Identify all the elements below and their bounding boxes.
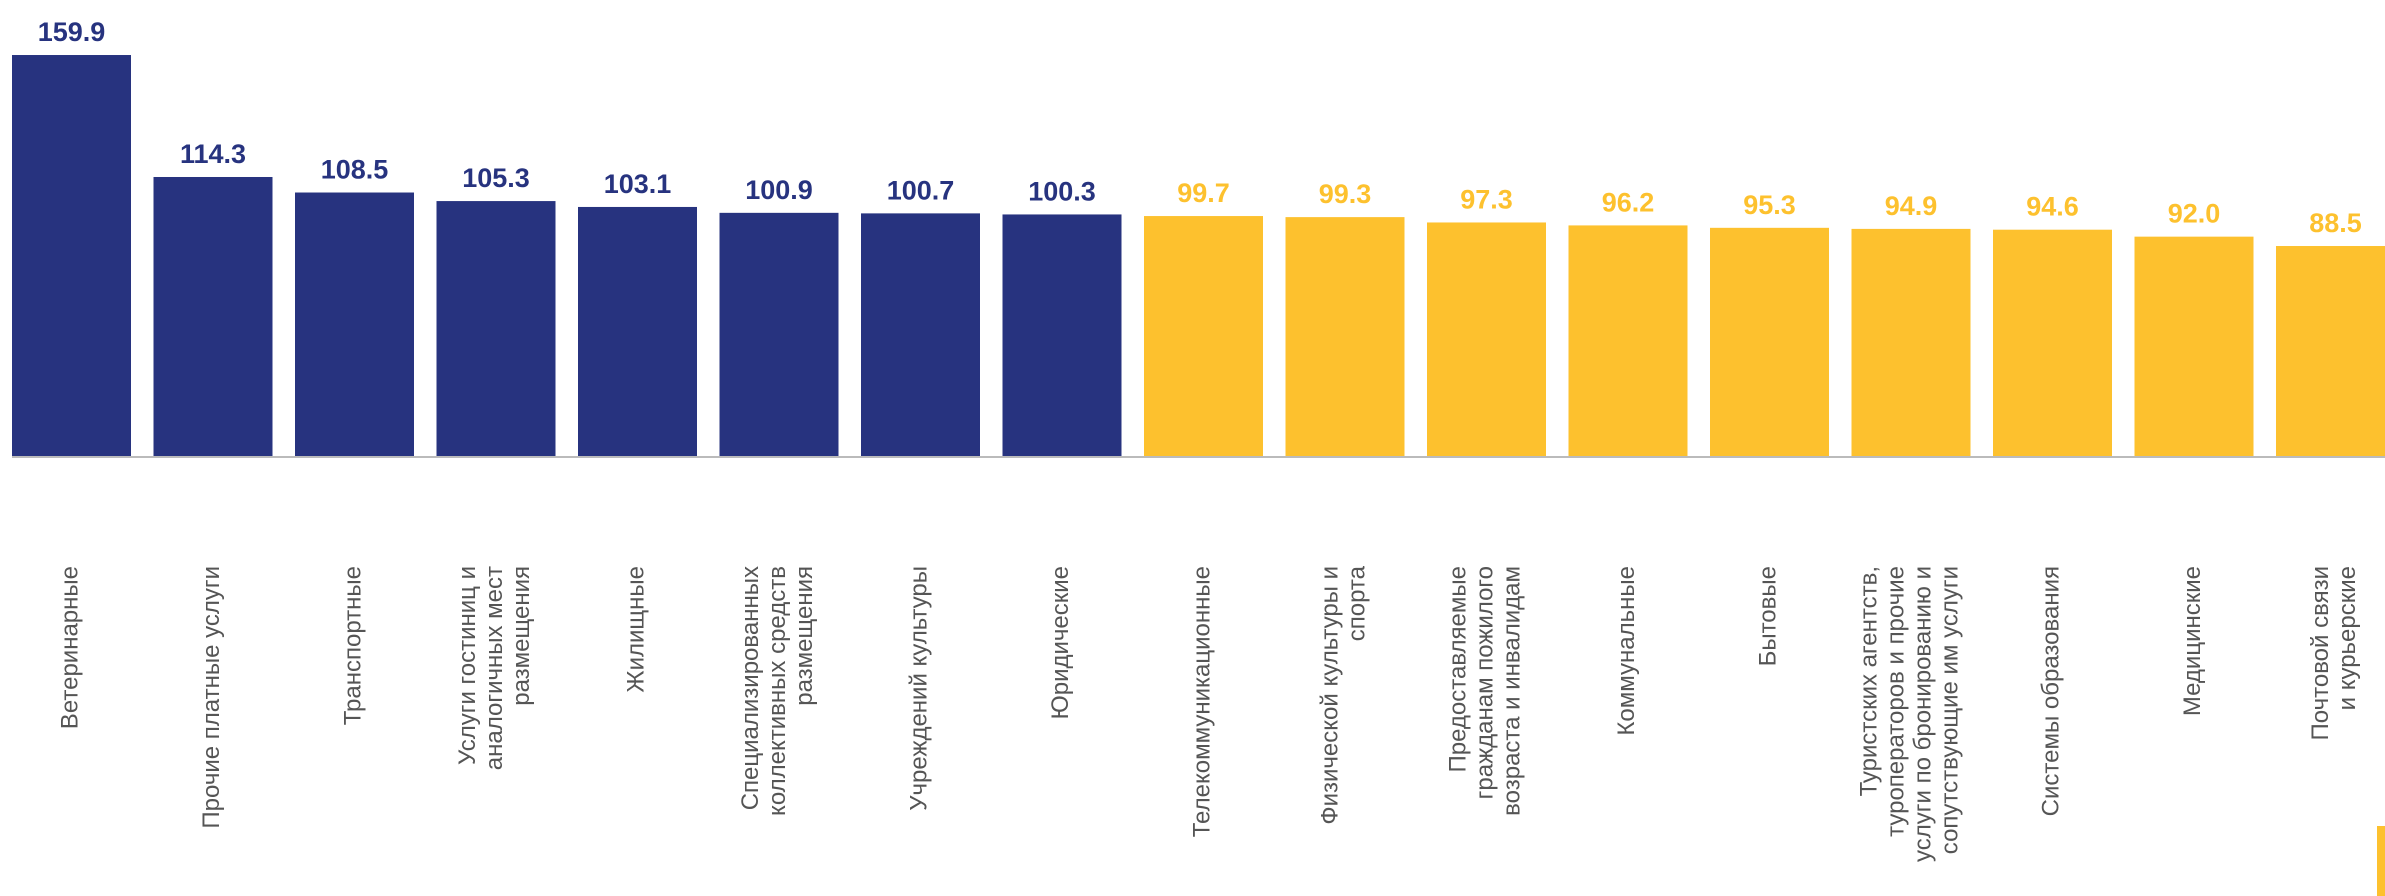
value-label: 105.3 [462,163,530,193]
value-label: 114.3 [180,139,246,169]
x-tick-label: Прочие платные услуги [198,566,225,829]
value-label: 159.9 [38,17,106,47]
value-label: 100.9 [745,175,813,205]
value-label: 103.1 [604,169,672,199]
bar [1710,227,1829,456]
bar [436,201,556,456]
x-tick-label: Почтовой связии курьерские [2307,566,2361,740]
value-label: 97.3 [1460,184,1513,214]
x-tick-label: Медицинские [2179,566,2206,716]
bar [1285,217,1405,456]
x-tick-label: Туристских агентств,туроператоров и проч… [1856,566,1964,862]
bar [2276,246,2385,456]
x-tick-label: Телекоммуникационные [1189,566,1216,837]
bar [1427,222,1546,456]
value-label: 94.9 [1885,191,1938,221]
value-label: 92.0 [2168,199,2221,229]
x-tick-label: Ветеринарные [57,566,84,729]
bar [578,206,697,456]
value-label: 100.7 [887,175,955,205]
value-label: 100.3 [1028,176,1096,206]
bar [1002,214,1122,456]
x-tick-label: Бытовые [1755,566,1782,666]
bar [153,176,273,456]
corner-accent [2377,826,2385,896]
bar [861,213,980,456]
bar [295,192,414,456]
value-label: 94.6 [2026,192,2079,222]
bar [2134,236,2254,456]
x-tick-label: Специализированныхколлективных средствра… [737,566,818,816]
value-label: 95.3 [1743,190,1796,220]
x-tick-label: Юридические [1047,566,1074,720]
value-label: 88.5 [2309,208,2362,238]
x-tick-label: Физической культуры испорта [1317,565,1371,824]
value-label: 96.2 [1602,187,1655,217]
value-label: 108.5 [321,155,389,185]
x-tick-label: Системы образования [2038,566,2065,816]
x-tick-label: Коммунальные [1613,566,1640,736]
bar [1144,216,1263,456]
bar [1993,229,2112,456]
x-tick-label: Учреждений культуры [906,566,933,811]
value-label: 99.7 [1177,178,1230,208]
x-tick-label: Транспортные [340,566,367,725]
bar [1568,225,1688,456]
value-label: 99.3 [1319,179,1372,209]
x-tick-label: Жилищные [623,566,650,693]
bar [12,55,131,457]
x-tick-label: Предоставляемыегражданам пожилоговозраст… [1445,566,1526,816]
x-tick-label: Услуги гостиниц ианалогичных местразмеще… [454,566,535,770]
bar [1851,228,1971,456]
bar [719,212,839,456]
